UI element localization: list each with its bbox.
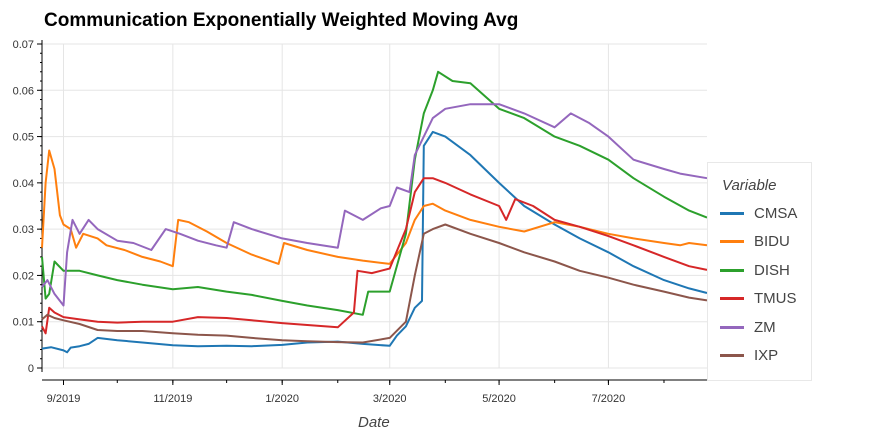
series-line-tmus <box>41 177 708 335</box>
legend-item-dish[interactable]: DISH <box>720 260 790 280</box>
legend-swatch <box>720 268 744 272</box>
legend-label: DISH <box>754 261 790 279</box>
legend-swatch <box>720 211 744 215</box>
x-tick-label: 5/2020 <box>482 393 516 405</box>
legend-item-cmsa[interactable]: CMSA <box>720 203 797 223</box>
axes: 0 0.01 0.02 0.03 0.04 0.05 0.06 0.07 9/2019 11/20… <box>13 39 707 405</box>
legend-swatch <box>720 240 744 243</box>
y-tick-label: 0.06 <box>13 85 34 97</box>
grid-lines <box>42 43 707 369</box>
y-tick-label: 0 <box>28 363 34 375</box>
legend-label: IXP <box>754 347 779 364</box>
legend-item-ixp[interactable]: IXP <box>720 346 778 366</box>
y-tick-label: 0.04 <box>13 178 34 190</box>
x-tick-label: 7/2020 <box>592 393 626 405</box>
legend-label: ZM <box>754 318 776 336</box>
x-tick-label: 9/2019 <box>47 393 81 405</box>
legend-label: TMUS <box>754 290 797 307</box>
chart-title: Communication Exponentially Weighted Mov… <box>44 10 519 31</box>
legend-item-zm[interactable]: ZM <box>720 317 776 337</box>
legend-label: CMSA <box>754 204 798 222</box>
series-line-ixp <box>41 223 708 344</box>
y-tick-label: 0.01 <box>13 317 34 329</box>
series-layer <box>41 70 708 354</box>
legend-swatch <box>720 354 744 357</box>
x-axis-label: Date <box>358 414 390 431</box>
legend-title: Variable <box>722 177 777 194</box>
legend: Variable CMSA BIDU DISH TMUS ZM IXP <box>707 162 812 381</box>
legend-label: BIDU <box>754 233 790 250</box>
x-tick-label: 3/2020 <box>373 393 407 405</box>
y-tick-label: 0.05 <box>13 132 34 144</box>
y-tick-label: 0.03 <box>13 224 34 236</box>
series-line-zm <box>41 103 708 307</box>
x-tick-label: 11/2019 <box>153 393 192 405</box>
y-tick-label: 0.02 <box>13 270 34 282</box>
x-tick-label: 1/2020 <box>265 393 299 405</box>
legend-swatch <box>720 297 744 300</box>
series-line-cmsa <box>41 130 708 354</box>
series-line-dish <box>41 70 708 316</box>
legend-item-bidu[interactable]: BIDU <box>720 232 790 252</box>
y-tick-label: 0.07 <box>13 39 34 51</box>
legend-item-tmus[interactable]: TMUS <box>720 289 797 309</box>
legend-swatch <box>720 325 744 329</box>
series-line-bidu <box>41 149 708 268</box>
